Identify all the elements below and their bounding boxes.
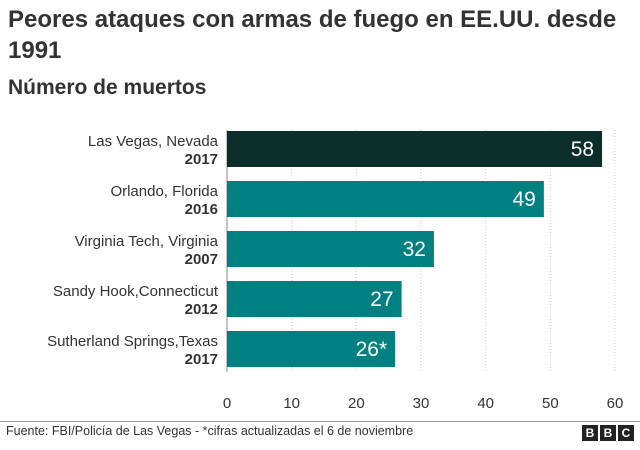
bbc-logo: B B C: [582, 425, 634, 441]
bar-value-label: 27: [370, 288, 393, 311]
bar: [227, 231, 434, 267]
x-tick-label: 20: [348, 395, 365, 412]
bar: [227, 281, 402, 317]
category-name: Las Vegas, Nevada: [88, 133, 219, 150]
category-year: 2007: [185, 251, 218, 268]
bar-value-label: 49: [513, 188, 536, 211]
source-note: Fuente: FBI/Policía de Las Vegas - *cifr…: [6, 424, 414, 438]
x-tick-label: 30: [413, 395, 430, 412]
chart-title: Peores ataques con armas de fuego en EE.…: [8, 6, 617, 64]
category-name: Orlando, Florida: [110, 183, 218, 200]
bars: 58 49 32 27 26*: [227, 131, 603, 367]
bar: [227, 131, 603, 167]
bar-value-label: 26*: [356, 338, 388, 361]
bar: [227, 181, 544, 217]
bbc-logo-letter: B: [600, 425, 616, 441]
x-axis-ticks: 0 10 20 30 40 50 60: [223, 395, 624, 412]
bar-value-label: 58: [571, 138, 594, 161]
bar: [227, 331, 396, 367]
x-tick-label: 0: [223, 395, 231, 412]
category-year: 2016: [185, 201, 218, 218]
footer-divider: [0, 421, 640, 422]
category-year: 2017: [185, 351, 218, 368]
category-year: 2017: [185, 151, 218, 168]
bar-value-label: 32: [403, 238, 426, 261]
x-tick-label: 60: [607, 395, 624, 412]
category-name: Virginia Tech, Virginia: [75, 233, 219, 250]
category-name: Sandy Hook,Connecticut: [53, 283, 219, 300]
x-tick-label: 50: [542, 395, 559, 412]
chart-subtitle: Número de muertos: [8, 76, 207, 99]
bbc-logo-letter: C: [618, 425, 634, 441]
x-tick-label: 10: [283, 395, 300, 412]
category-year: 2012: [185, 301, 218, 318]
x-tick-label: 40: [477, 395, 494, 412]
bbc-logo-letter: B: [582, 425, 598, 441]
category-name: Sutherland Springs,Texas: [47, 333, 218, 350]
